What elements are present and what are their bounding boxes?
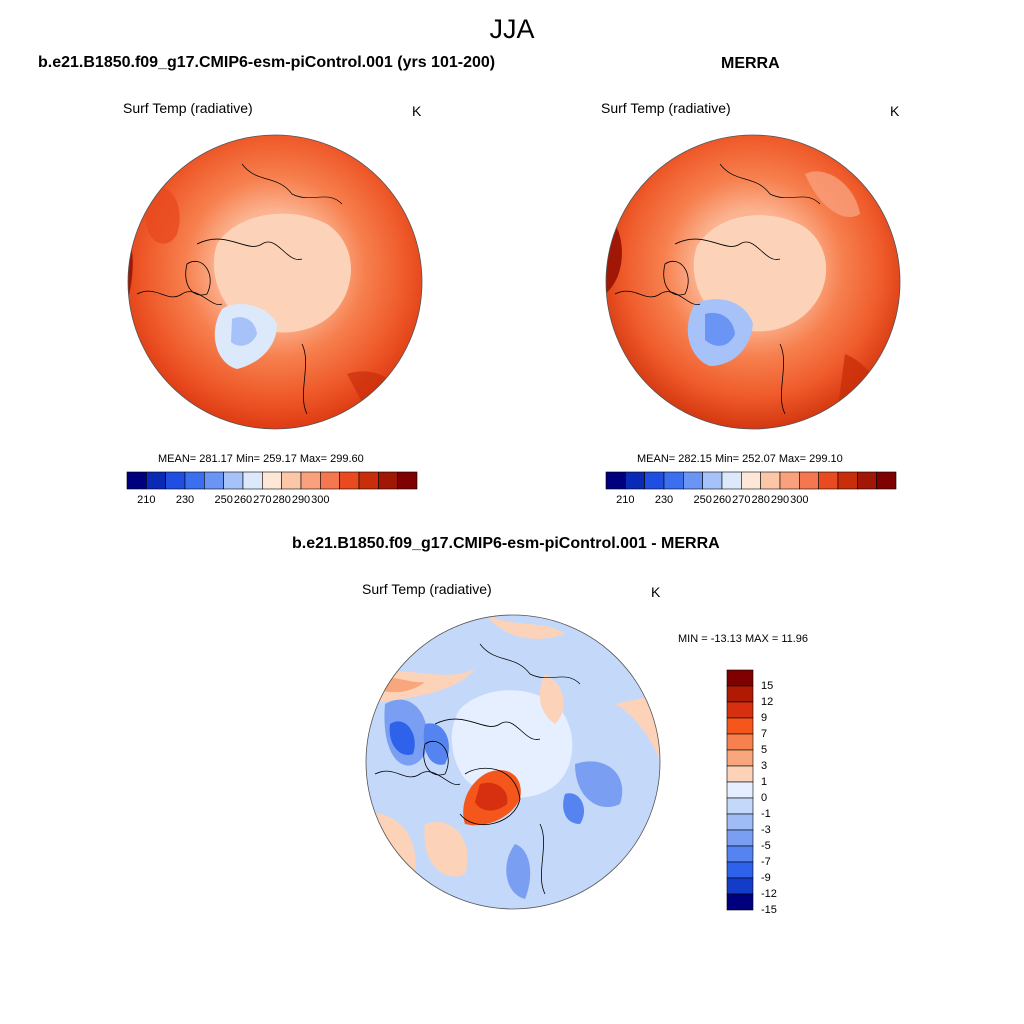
panel-2-colorbar — [605, 471, 897, 490]
colorbar-tick-label: 300 — [790, 494, 809, 506]
colorbar-swatch — [726, 893, 754, 911]
colorbar-swatch — [320, 471, 340, 490]
panel-1-title: b.e21.B1850.f09_g17.CMIP6-esm-piControl.… — [38, 54, 496, 71]
colorbar-tick-label: 5 — [761, 744, 768, 756]
colorbar-tick-label: 9 — [761, 712, 768, 724]
colorbar-swatch — [605, 471, 626, 490]
colorbar-swatch — [726, 829, 754, 847]
colorbar-swatch — [397, 471, 418, 490]
colorbar-tick-label: 260 — [712, 494, 732, 506]
colorbar-tick-label: 260 — [233, 494, 253, 506]
colorbar-swatch — [339, 471, 360, 490]
panel-3-title: b.e21.B1850.f09_g17.CMIP6-esm-piControl.… — [292, 535, 720, 552]
colorbar-swatch — [857, 471, 877, 490]
colorbar-swatch — [223, 471, 244, 490]
panel-3-colorbar-ticks: 15 12 9 7 5 3 1 0 -1 -3 -5 -7 -9 -12 -15 — [761, 670, 801, 916]
panel-2-stats: MEAN= 282.15 Min= 252.07 Max= 299.10 — [637, 453, 843, 465]
colorbar-swatch — [726, 701, 754, 719]
colorbar-tick-label: 270 — [253, 494, 272, 506]
colorbar-swatch — [760, 471, 781, 490]
colorbar-swatch — [165, 471, 186, 490]
colorbar-swatch — [726, 797, 754, 815]
colorbar-tick-label: 210 — [137, 494, 156, 506]
panel-2-polar-map — [605, 134, 901, 430]
colorbar-tick-label: 250 — [214, 494, 233, 506]
colorbar-tick-label: -7 — [761, 856, 771, 868]
colorbar-tick-label: 230 — [175, 494, 195, 506]
colorbar-swatch — [741, 471, 761, 490]
panel-2-units-label: K — [890, 103, 900, 119]
panel-3-variable-label: Surf Temp (radiative) — [362, 581, 492, 597]
panel-3-polar-map — [365, 614, 661, 910]
colorbar-swatch — [818, 471, 839, 490]
colorbar-swatch — [644, 471, 665, 490]
colorbar-swatch — [779, 471, 800, 490]
colorbar-tick-label: 230 — [654, 494, 674, 506]
colorbar-tick-label: 15 — [761, 680, 774, 692]
colorbar-swatch — [726, 765, 754, 783]
colorbar-tick-label: -1 — [761, 808, 771, 820]
colorbar-swatch — [721, 471, 742, 490]
colorbar-tick-label: 290 — [770, 494, 790, 506]
colorbar-swatch — [663, 471, 684, 490]
colorbar-tick-label: -12 — [761, 888, 777, 900]
colorbar-swatch — [184, 471, 205, 490]
colorbar-swatch — [146, 471, 166, 490]
colorbar-swatch — [726, 717, 754, 735]
colorbar-swatch — [726, 749, 754, 767]
colorbar-swatch — [683, 471, 703, 490]
panel-2-colorbar-ticks: 210 230 250 260 270 280 290 300 — [606, 494, 896, 508]
colorbar-swatch — [625, 471, 645, 490]
colorbar-tick-label: 0 — [761, 792, 768, 804]
panel-3-stats: MIN = -13.13 MAX = 11.96 — [678, 633, 809, 645]
colorbar-swatch — [281, 471, 302, 490]
colorbar-swatch — [726, 861, 754, 879]
panel-3-colorbar — [726, 669, 754, 911]
colorbar-swatch — [726, 685, 754, 703]
colorbar-swatch — [358, 471, 379, 490]
colorbar-tick-label: 210 — [616, 494, 635, 506]
colorbar-swatch — [726, 877, 754, 895]
panel-2-title: MERRA — [721, 55, 780, 72]
colorbar-tick-label: 290 — [291, 494, 311, 506]
colorbar-swatch — [726, 733, 754, 751]
panel-2-variable-label: Surf Temp (radiative) — [601, 100, 731, 116]
colorbar-swatch — [726, 781, 754, 799]
colorbar-tick-label: 280 — [272, 494, 291, 506]
colorbar-tick-label: 1 — [761, 776, 768, 788]
colorbar-swatch — [242, 471, 263, 490]
colorbar-tick-label: 7 — [761, 728, 768, 740]
colorbar-swatch — [726, 669, 754, 687]
colorbar-swatch — [726, 845, 754, 863]
colorbar-tick-label: 3 — [761, 760, 768, 772]
panel-1-stats: MEAN= 281.17 Min= 259.17 Max= 299.60 — [158, 453, 364, 465]
colorbar-swatch — [378, 471, 398, 490]
panel-1-colorbar — [126, 471, 418, 490]
panel-1-polar-map — [127, 134, 423, 430]
colorbar-swatch — [799, 471, 819, 490]
panel-3-units-label: K — [651, 584, 661, 600]
colorbar-tick-label: -9 — [761, 872, 771, 884]
colorbar-swatch — [726, 813, 754, 831]
figure-title: JJA — [489, 14, 535, 44]
colorbar-swatch — [837, 471, 858, 490]
colorbar-tick-label: -3 — [761, 824, 771, 836]
colorbar-tick-label: 280 — [751, 494, 770, 506]
colorbar-swatch — [262, 471, 282, 490]
colorbar-swatch — [300, 471, 321, 490]
colorbar-tick-label: -5 — [761, 840, 771, 852]
colorbar-swatch — [126, 471, 147, 490]
colorbar-swatch — [702, 471, 723, 490]
panel-1-variable-label: Surf Temp (radiative) — [123, 100, 253, 116]
colorbar-swatch — [876, 471, 897, 490]
colorbar-tick-label: 250 — [693, 494, 712, 506]
colorbar-tick-label: -15 — [761, 904, 777, 916]
colorbar-tick-label: 300 — [311, 494, 330, 506]
colorbar-swatch — [204, 471, 224, 490]
colorbar-tick-label: 12 — [761, 696, 774, 708]
colorbar-tick-label: 270 — [732, 494, 751, 506]
panel-1-units-label: K — [412, 103, 422, 119]
panel-1-colorbar-ticks: 210 230 250 260 270 280 290 300 — [127, 494, 417, 508]
